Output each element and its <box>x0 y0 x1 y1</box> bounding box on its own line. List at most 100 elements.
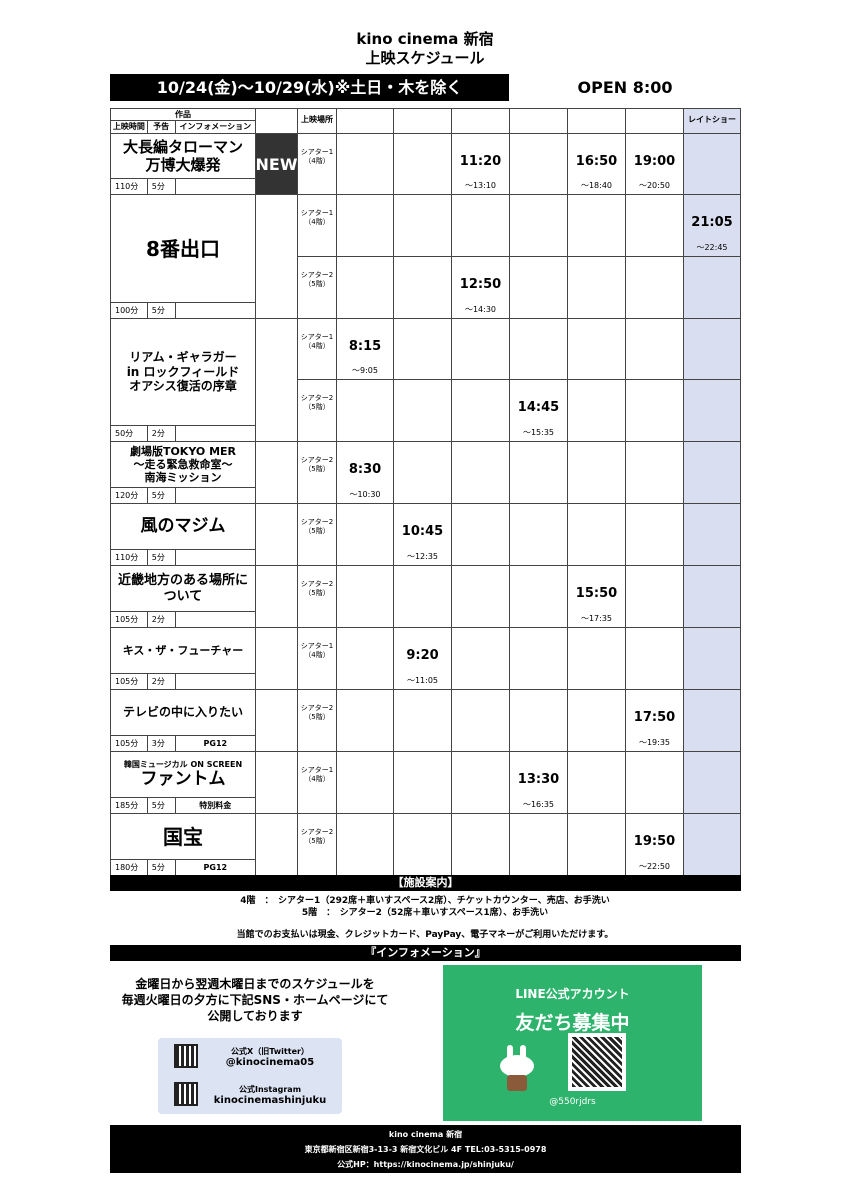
late-show-cell <box>684 134 741 195</box>
instagram-label: 公式Instagram <box>238 1085 302 1094</box>
line-qr-code[interactable] <box>568 1033 626 1091</box>
showtime-cell[interactable]: 19:50 ～22:50 <box>626 814 684 876</box>
late-show-cell[interactable]: 21:05 ～22:45 <box>684 195 741 257</box>
time-header <box>568 109 626 134</box>
venue-line: （4階） <box>304 218 330 226</box>
info-note <box>176 488 255 503</box>
showtime-cell <box>626 566 684 628</box>
start-time: 19:00 <box>633 154 676 169</box>
line-title: LINE公式アカウント <box>515 987 630 1001</box>
venue-line: シアター2 <box>300 580 334 588</box>
title-line: ～走る緊急救命室～ <box>133 457 233 471</box>
venue-line: シアター2 <box>300 394 334 402</box>
movie-title: 大長編タローマン 万博大爆発 <box>111 134 255 178</box>
screening-row: シアター2 （5階） 19:50 ～22:50 <box>298 814 741 876</box>
showtime-cell <box>510 814 568 876</box>
movie-footer: 110分 5分 <box>111 178 255 194</box>
movie-block: 風のマジム 110分 5分 シアター2 （5階） 10:45 ～12:35 <box>111 504 741 566</box>
showtime-cell <box>452 319 510 380</box>
venue-header: 上映場所 <box>298 109 337 134</box>
instagram-qr-code[interactable] <box>174 1082 198 1106</box>
screening-row: シアター2 （5階） 14:45 ～15:35 <box>298 380 741 442</box>
runtime: 50分 <box>111 426 148 441</box>
venue-cell: シアター1 （4階） <box>298 319 337 380</box>
x-label: 公式X（旧Twitter） <box>231 1047 309 1056</box>
screenings: シアター1 （4階） 21:05 ～22:45 シアター2 （5階） 12:50 ～14:30 <box>298 195 741 319</box>
late-show-cell <box>684 566 741 628</box>
showtime-cell <box>568 814 626 876</box>
showtime-cell <box>394 134 452 195</box>
showtime-cell[interactable]: 19:00 ～20:50 <box>626 134 684 195</box>
showtime-cell <box>452 195 510 257</box>
trailer: 5分 <box>148 860 176 875</box>
runtime: 185分 <box>111 798 148 813</box>
screening-row: シアター2 （5階） 8:30 ～10:30 <box>298 442 741 504</box>
showtime-cell[interactable]: 14:45 ～15:35 <box>510 380 568 442</box>
showtime-cell[interactable]: 15:50 ～17:35 <box>568 566 626 628</box>
notice-line: 公開しております <box>207 1009 303 1023</box>
line-id: @550rjdrs <box>549 1097 596 1107</box>
showtime-cell <box>626 442 684 504</box>
screenings: シアター2 （5階） 15:50 ～17:35 <box>298 566 741 628</box>
showtime-cell[interactable]: 12:50 ～14:30 <box>452 257 510 319</box>
late-show-cell <box>684 814 741 876</box>
showtime-cell[interactable]: 10:45 ～12:35 <box>394 504 452 566</box>
title-line: ついて <box>163 588 203 604</box>
venue-line: （5階） <box>304 837 330 845</box>
info-note: 特別料金 <box>199 801 232 810</box>
showtime-cell[interactable]: 13:30 ～16:35 <box>510 752 568 814</box>
footer-homepage-link[interactable]: 公式HP：https://kinocinema.jp/shinjuku/ <box>337 1160 514 1169</box>
showtime-cell[interactable]: 16:50 ～18:40 <box>568 134 626 195</box>
showtime-cell[interactable]: 8:30 ～10:30 <box>337 442 394 504</box>
title-line: ファントム <box>140 769 226 790</box>
runtime: 105分 <box>111 736 148 751</box>
venue-line: （4階） <box>304 651 330 659</box>
end-time: ～18:40 <box>580 181 613 190</box>
title-line: 韓国ミュージカル ON SCREEN <box>123 759 243 769</box>
showtime-cell[interactable]: 9:20 ～11:05 <box>394 628 452 690</box>
showtime-cell <box>394 752 452 814</box>
screenings: シアター1 （4階） 13:30 ～16:35 <box>298 752 741 814</box>
time-header <box>337 109 394 134</box>
start-time: 14:45 <box>517 400 560 415</box>
time-header <box>394 109 452 134</box>
start-time: 10:45 <box>401 524 444 539</box>
movie-block: 8番出口 100分 5分 シアター1 （4階） 21:05 ～22:45 シアター2 （5階） 1… <box>111 195 741 319</box>
screening-row: シアター1 （4階） 21:05 ～22:45 <box>298 195 741 257</box>
x-handle-link[interactable]: @kinocinema05 <box>225 1057 315 1068</box>
info-note <box>176 612 255 627</box>
trailer: 3分 <box>148 736 176 751</box>
movie-footer: 105分 2分 <box>111 673 255 689</box>
movie-footer: 185分 5分 特別料金 <box>111 797 255 813</box>
venue-line: シアター2 <box>300 271 334 279</box>
instagram-handle-link[interactable]: kinocinemashinjuku <box>213 1095 327 1106</box>
showtime-cell <box>568 319 626 380</box>
movie-title: 国宝 <box>111 814 255 859</box>
showtime-cell <box>568 195 626 257</box>
showtime-cell[interactable]: 17:50 ～19:35 <box>626 690 684 752</box>
showtime-cell <box>626 319 684 380</box>
title-line: テレビの中に入りたい <box>122 705 243 720</box>
showtime-cell <box>510 628 568 690</box>
showtime-cell <box>337 257 394 319</box>
showtime-cell <box>394 257 452 319</box>
runtime: 120分 <box>111 488 148 503</box>
screenings: シアター2 （5階） 19:50 ～22:50 <box>298 814 741 876</box>
showtime-cell[interactable]: 8:15 ～9:05 <box>337 319 394 380</box>
screenings: シアター1 （4階） 11:20 ～13:10 16:50 ～18:40 19:00 ～20:… <box>298 134 741 195</box>
movie-footer: 50分 2分 <box>111 425 255 441</box>
x-qr-code[interactable] <box>174 1044 198 1068</box>
venue-line: シアター1 <box>300 766 334 774</box>
showtime-cell[interactable]: 11:20 ～13:10 <box>452 134 510 195</box>
start-time: 17:50 <box>633 710 676 725</box>
showtime-cell <box>337 566 394 628</box>
works-header: 作品 上映時間 予告 インフォメーション <box>111 109 256 134</box>
facility-heading: 【施設案内】 <box>110 875 741 891</box>
time-header <box>452 109 510 134</box>
end-time: ～19:35 <box>638 738 671 747</box>
end-time: ～17:35 <box>580 614 613 623</box>
venue-cell: シアター2 （5階） <box>298 814 337 876</box>
title-line: 大長編タローマン <box>122 138 243 156</box>
new-badge-cell <box>256 690 298 752</box>
movie-info: 韓国ミュージカル ON SCREEN ファントム 185分 5分 特別料金 <box>111 752 256 814</box>
